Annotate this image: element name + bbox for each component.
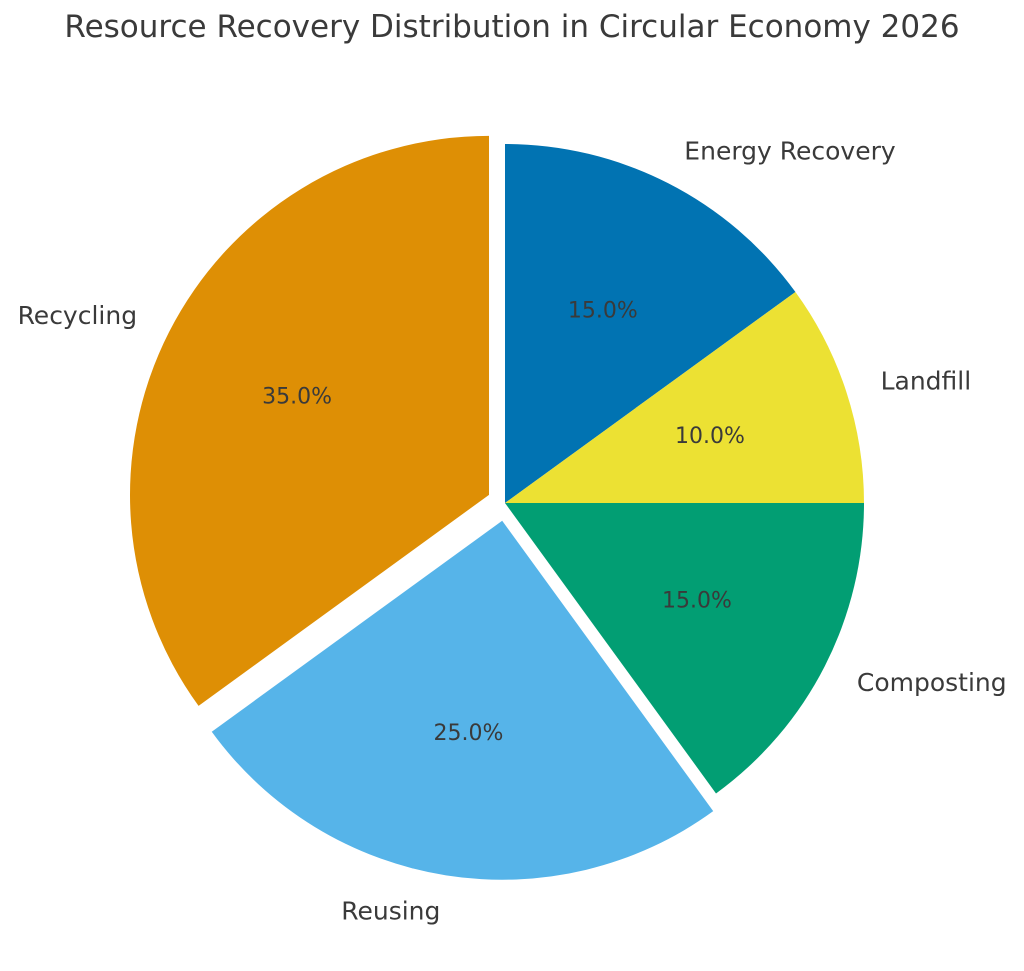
slice-percent-landfill: 10.0% xyxy=(675,424,745,449)
pie-slice-composting xyxy=(505,503,864,794)
slice-label-composting: Composting xyxy=(857,668,1007,697)
pie-slice-recycling xyxy=(130,135,490,706)
slice-label-energy-recovery: Energy Recovery xyxy=(684,137,896,166)
chart-title: Resource Recovery Distribution in Circul… xyxy=(64,9,960,45)
slice-percent-composting: 15.0% xyxy=(662,588,732,613)
slice-label-reusing: Reusing xyxy=(341,896,440,925)
slice-label-landfill: Landfill xyxy=(881,367,972,396)
slice-percent-reusing: 25.0% xyxy=(434,721,504,746)
pie-slice-energy-recovery xyxy=(505,144,796,503)
pie-slice-landfill xyxy=(505,291,864,503)
pie-slice-reusing xyxy=(211,520,714,880)
slice-percent-recycling: 35.0% xyxy=(262,385,332,410)
slice-label-recycling: Recycling xyxy=(18,301,138,330)
slice-percent-energy-recovery: 15.0% xyxy=(568,299,638,324)
